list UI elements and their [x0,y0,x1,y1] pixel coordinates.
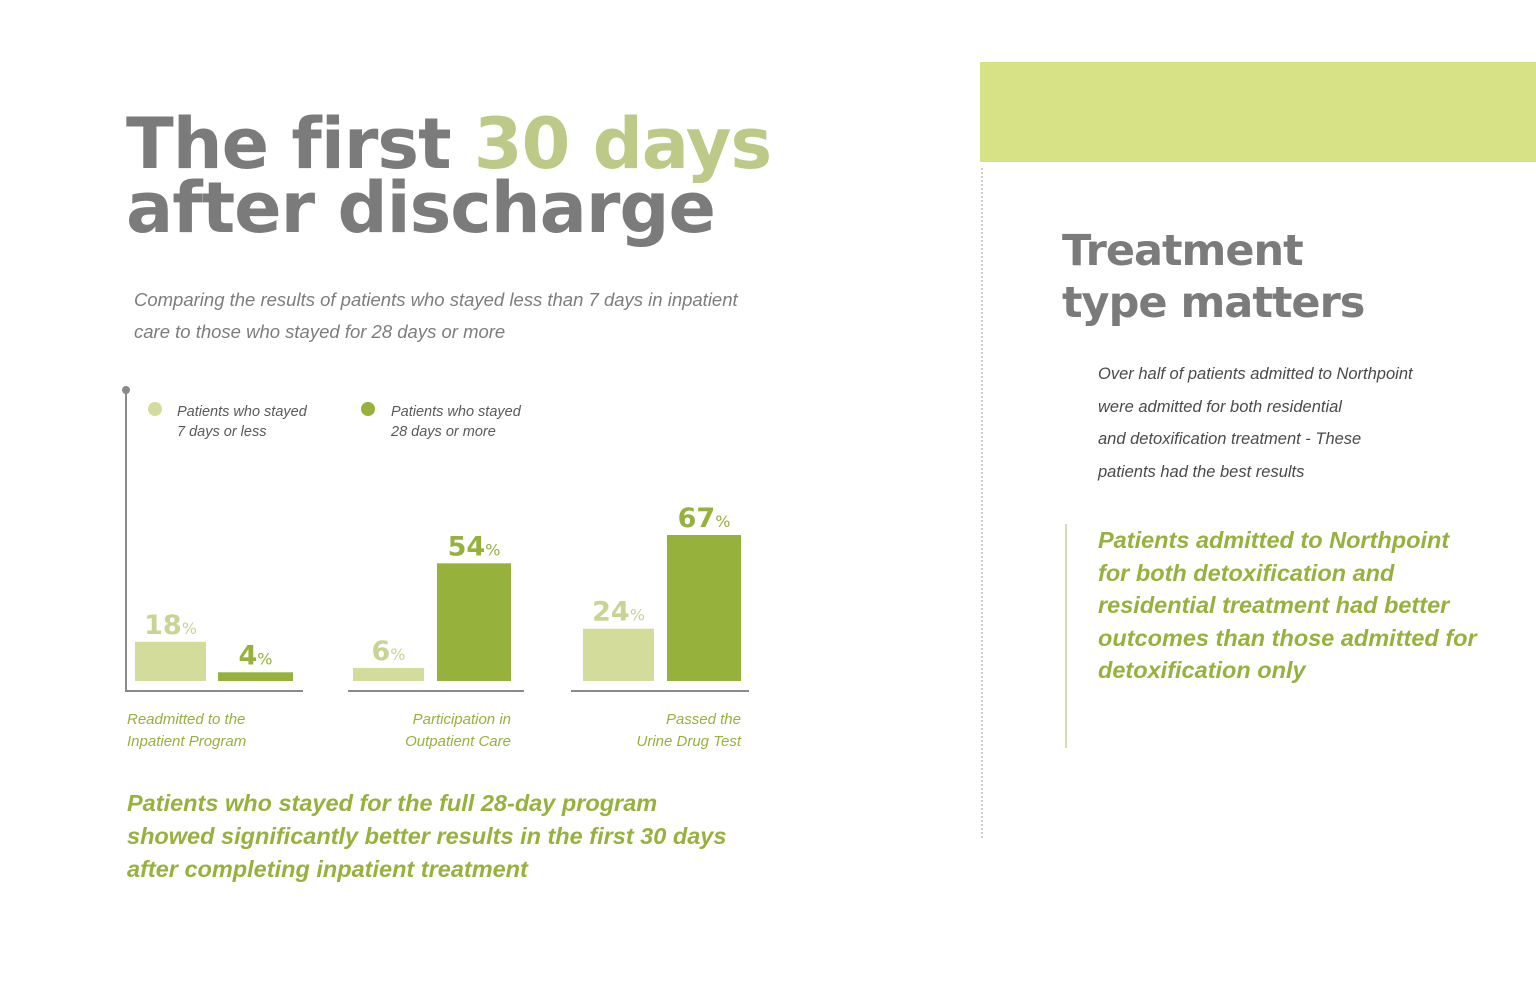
bar [353,667,424,681]
legend-label-long-stay: Patients who stayed 28 days or more [391,402,561,442]
category-0-line1: Readmitted to the [127,711,246,728]
y-axis-line [125,390,127,692]
category-1-line2: Outpatient Care [405,733,511,750]
data-label: 18% [144,610,197,641]
legend-marker-short-stay [148,402,162,416]
body-line-2: were admitted for both residential [1098,397,1342,416]
category-1-line1: Participation in [412,711,511,728]
bar [218,672,293,681]
data-label: 67% [678,503,731,534]
title-accent: 30 days [473,103,772,185]
title-line-2: after discharge [126,167,716,249]
body-line-3: and detoxification treatment - These [1098,430,1362,449]
data-label: 4% [239,640,273,671]
section-quote: Patients admitted to Northpoint for both… [1098,527,1477,683]
legend-long-line2: 28 days or more [391,424,496,440]
legend-short-line1: Patients who stayed [177,404,307,420]
legend-short-line2: 7 days or less [177,424,267,440]
legend-long-line1: Patients who stayed [391,404,521,420]
title-plain: The first [126,103,474,185]
dotted-divider [981,168,983,838]
legend-label-short-stay: Patients who stayed 7 days or less [177,402,347,442]
data-label: 6% [372,636,406,667]
category-0-line2: Inpatient Program [127,733,247,750]
quote-rule [1065,524,1067,748]
accent-block [980,62,1536,162]
section-title-line2: type matters [1062,278,1365,328]
category-label-outpatient: Participation in Outpatient Care [351,709,511,753]
category-label-readmitted: Readmitted to the Inpatient Program [127,709,287,753]
bar [583,628,654,681]
body-line-4: patients had the best results [1098,463,1305,482]
section-title-line1: Treatment [1062,226,1304,276]
legend-marker-long-stay [361,402,375,416]
bar [437,563,511,681]
category-label-drug-test: Passed the Urine Drug Test [581,709,742,753]
category-2-line1: Passed the [665,711,741,728]
section-body: Over half of patients admitted to Northp… [1098,358,1478,489]
page-title: The first 30 days after discharge [126,109,772,243]
section-title: Treatment type matters [1062,225,1365,329]
chart-conclusion: Patients who stayed for the full 28-day … [127,790,727,882]
bar [135,641,206,681]
chart-subtitle: Comparing the results of patients who st… [134,289,738,342]
y-axis-cap [122,386,130,394]
category-2-line2: Urine Drug Test [636,733,742,750]
body-line-1: Over half of patients admitted to Northp… [1098,365,1413,383]
bar-chart: 18% 4% 6% 54% 24% 67% [127,503,749,692]
data-label: 54% [448,531,501,562]
bar [667,535,741,681]
data-label: 24% [592,597,645,628]
